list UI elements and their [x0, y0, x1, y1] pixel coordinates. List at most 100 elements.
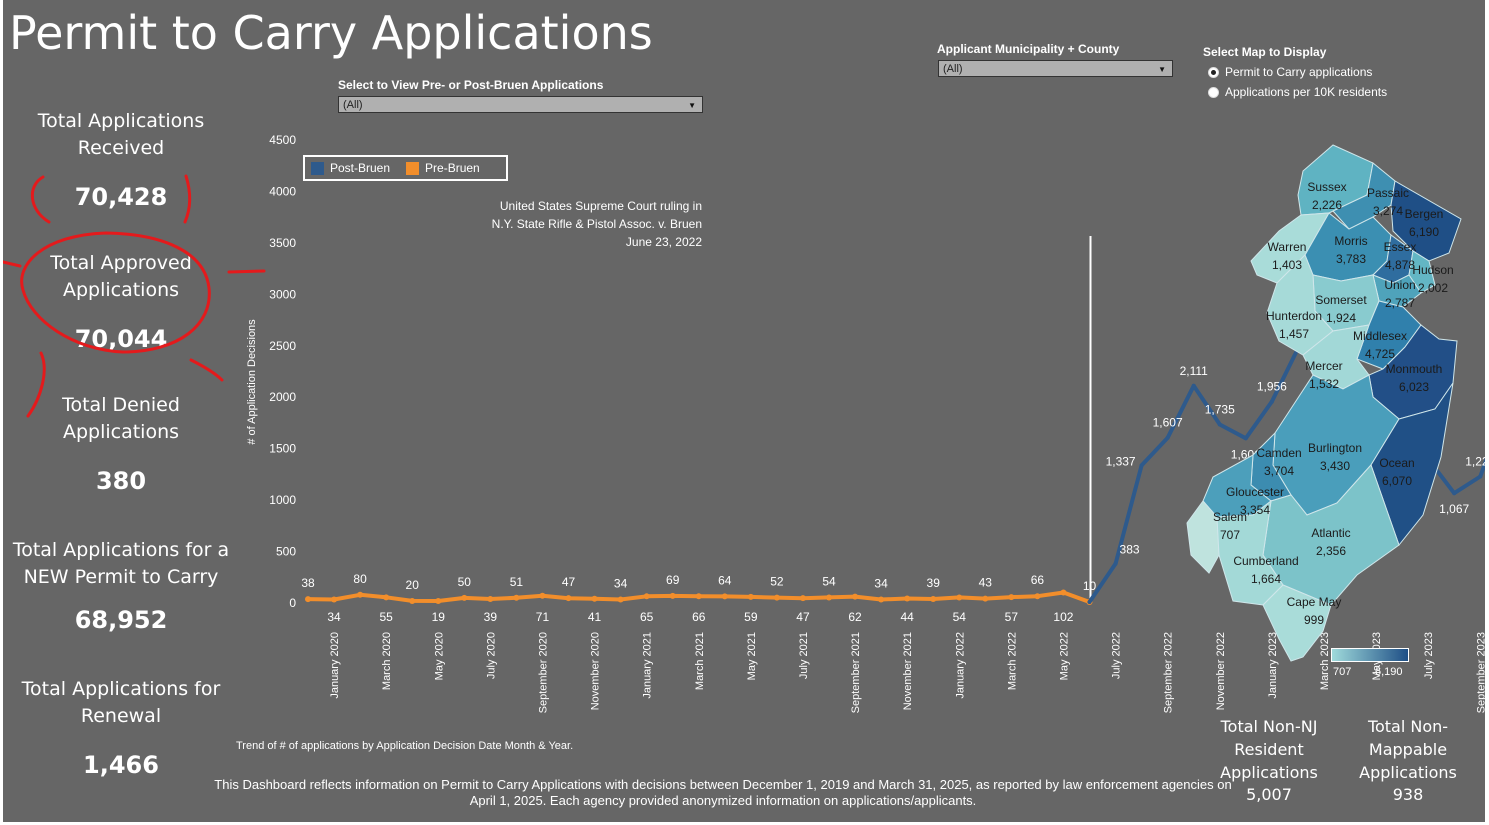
data-label: 39	[484, 610, 498, 624]
data-point	[383, 594, 390, 601]
nj-county-map	[1186, 144, 1462, 662]
non-nj-label: Total Non-NJ Resident Applications	[1220, 717, 1318, 782]
x-tick-label: March 2023	[1319, 632, 1331, 690]
bruen-filter-dropdown[interactable]: (All) ▼	[338, 96, 703, 113]
county-value: 707	[1219, 528, 1241, 542]
data-point	[1139, 463, 1144, 468]
map-option-label: Applications per 10K residents	[1225, 85, 1388, 99]
municipality-filter-value: (All)	[943, 63, 963, 75]
y-tick-label: 1500	[269, 442, 296, 456]
data-label: 34	[614, 577, 628, 591]
county-label: Bergen 6,190	[1364, 205, 1484, 241]
county-name: Hunterdon	[1265, 309, 1323, 323]
chart-caption: Trend of # of applications by Applicatio…	[236, 740, 574, 752]
county-name: Gloucester	[1225, 485, 1285, 499]
county-name: Warren	[1267, 240, 1307, 254]
y-axis-title: # of Application Decisions	[246, 319, 258, 445]
x-tick-label: January 2021	[642, 632, 654, 699]
non-mappable-label: Total Non-Mappable Applications	[1359, 717, 1457, 782]
annotation-line: June 23, 2022	[625, 235, 702, 249]
data-point	[1113, 561, 1118, 566]
county-label: Camden 3,704	[1219, 444, 1339, 480]
map-option-per-10k[interactable]: Applications per 10K residents	[1208, 85, 1387, 99]
data-label: 57	[1005, 610, 1019, 624]
map-selector-label: Select Map to Display	[1203, 45, 1327, 59]
data-point	[331, 596, 338, 603]
data-point	[357, 591, 364, 598]
data-point	[1087, 599, 1092, 604]
x-tick-label: July 2021	[798, 632, 810, 679]
annotation-line: N.Y. State Rifle & Pistol Assoc. v. Brue…	[491, 217, 702, 231]
x-tick-label: September 2021	[850, 632, 862, 713]
data-label: 34	[327, 610, 341, 624]
colorbar-min-label: 707	[1333, 666, 1352, 678]
non-nj-value: 5,007	[1246, 785, 1292, 804]
kpi-new-value: 68,952	[74, 606, 168, 634]
x-tick-label: September 2023	[1475, 632, 1485, 713]
data-point	[930, 595, 937, 602]
non-mappable-value: 938	[1392, 785, 1424, 804]
county-hudson[interactable]	[1408, 250, 1436, 294]
county-name: Mercer	[1305, 359, 1343, 373]
data-point	[1269, 399, 1274, 404]
county-value: 2,226	[1311, 198, 1343, 212]
county-name: Somerset	[1315, 293, 1367, 307]
county-label: Atlantic 2,356	[1271, 524, 1391, 560]
data-label: 10	[1083, 579, 1097, 593]
x-tick-label: November 2020	[590, 632, 602, 710]
data-point	[669, 592, 676, 599]
x-tick-label: January 2023	[1267, 632, 1279, 699]
county-value: 2,002	[1417, 281, 1449, 295]
county-label: Cumberland 1,664	[1206, 552, 1326, 588]
municipality-filter-dropdown[interactable]: (All) ▼	[938, 60, 1173, 77]
data-point	[461, 594, 468, 601]
radio-selected-icon[interactable]	[1208, 66, 1219, 78]
county-name: Morris	[1334, 234, 1368, 248]
data-point	[695, 593, 702, 600]
x-tick-label: November 2022	[1215, 632, 1227, 710]
data-label: 1,607	[1153, 416, 1183, 430]
legend-item-pre-bruen[interactable]: Pre-Bruen	[406, 161, 480, 175]
data-label: 59	[744, 610, 758, 624]
map-option-applications[interactable]: Permit to Carry applications	[1208, 65, 1372, 79]
legend-swatch	[311, 161, 324, 175]
county-name: Union	[1384, 278, 1416, 292]
county-name: Passaic	[1366, 186, 1410, 200]
legend-label: Pre-Bruen	[425, 161, 480, 175]
data-point	[747, 593, 754, 600]
radio-unselected-icon[interactable]	[1208, 86, 1219, 98]
data-label: 1,067	[1439, 502, 1469, 516]
data-label: 44	[900, 610, 914, 624]
county-name: Cape May	[1286, 595, 1342, 609]
data-point	[956, 594, 963, 601]
data-point	[1165, 435, 1170, 440]
legend-item-post-bruen[interactable]: Post-Bruen	[311, 161, 390, 175]
county-label: Essex 4,878	[1340, 238, 1460, 274]
data-point	[1191, 383, 1196, 388]
post-bruen-line	[1087, 346, 1485, 604]
county-label: Burlington 3,430	[1275, 439, 1395, 475]
data-label: 43	[979, 576, 993, 590]
chevron-down-icon: ▼	[688, 101, 696, 110]
x-tick-label: March 2020	[381, 632, 393, 690]
county-label: Somerset 1,924	[1281, 291, 1401, 327]
municipality-filter-label: Applicant Municipality + County	[937, 42, 1120, 56]
data-label: 20	[406, 578, 420, 592]
footer-note: This Dashboard reflects information on P…	[214, 777, 1232, 808]
data-point	[852, 593, 859, 600]
data-label: 71	[536, 610, 550, 624]
data-label: 383	[1120, 543, 1140, 557]
county-label: Gloucester 3,354	[1195, 483, 1315, 519]
x-tick-label: September 2020	[537, 632, 549, 713]
x-tick-label: July 2022	[1111, 632, 1123, 679]
county-value: 3,354	[1239, 503, 1271, 517]
data-point	[1452, 491, 1457, 496]
county-value: 3,783	[1335, 252, 1367, 266]
data-label: 64	[718, 573, 732, 587]
bruen-ruling-annotation: United States Supreme Court ruling in N.…	[492, 197, 702, 251]
county-value: 4,878	[1384, 258, 1416, 272]
x-tick-label: January 2020	[329, 632, 341, 699]
data-label: 47	[562, 575, 576, 589]
county-cape-may[interactable]	[1262, 584, 1332, 662]
data-point	[982, 595, 989, 602]
